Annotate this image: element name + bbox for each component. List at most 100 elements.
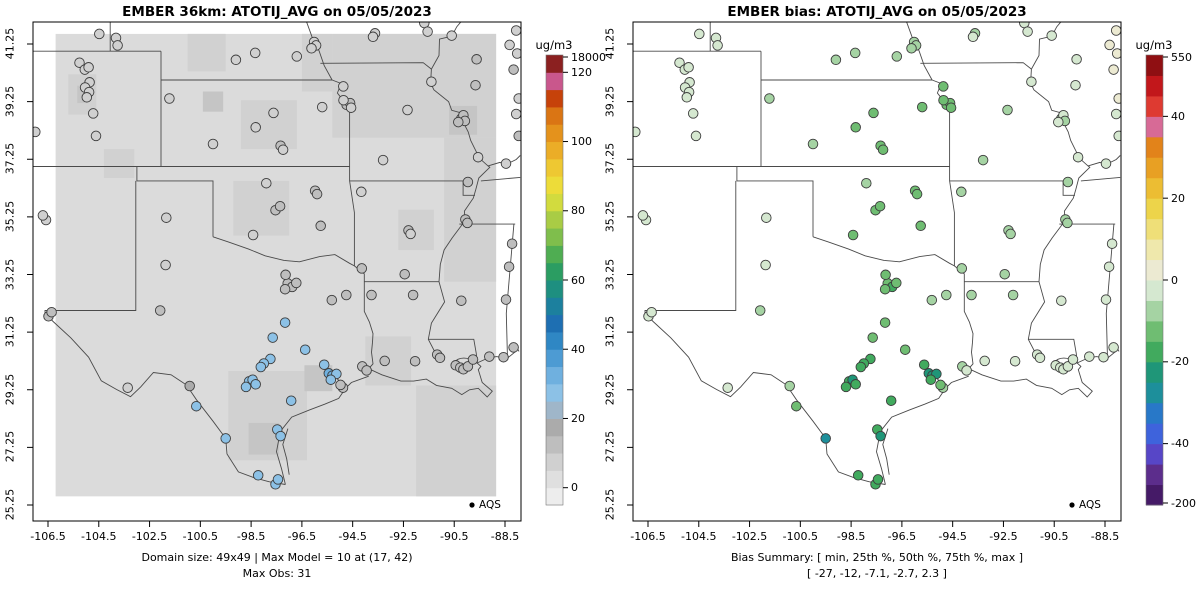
colorbar-segment: [1146, 136, 1163, 158]
station-dot: [500, 294, 512, 305]
station-dot: [935, 379, 946, 391]
station-dot: [1113, 130, 1121, 142]
station-dot: [683, 62, 694, 73]
station-dot: [926, 294, 938, 306]
aqs-legend-label: AQS: [1079, 499, 1101, 511]
station-dot: [513, 130, 521, 142]
colorbar-tick-label: 550: [1171, 50, 1192, 64]
station-dot: [646, 306, 657, 318]
y-axis-tick-label: 31.25: [603, 315, 617, 348]
station-dot: [252, 470, 264, 481]
station-dot: [46, 306, 57, 318]
state-boundary-line: [1122, 20, 1123, 32]
colorbar-segment: [1146, 300, 1163, 322]
station-dot: [240, 381, 252, 393]
station-dot: [467, 354, 479, 365]
station-dot: [1111, 48, 1121, 59]
station-dot: [122, 382, 133, 393]
station-dot: [274, 200, 286, 212]
station-dot: [94, 28, 105, 40]
station-dot: [1113, 93, 1121, 104]
station-dot: [311, 188, 323, 200]
x-axis-tick-label: -106.5: [630, 530, 666, 543]
y-axis-tick-label: 31.25: [3, 315, 17, 348]
y-axis-tick-label: 25.25: [3, 488, 17, 521]
station-dot: [504, 39, 515, 51]
colorbar-segment: [1146, 55, 1163, 76]
station-dot: [847, 229, 859, 241]
station-dot: [1062, 176, 1074, 188]
aqs-legend-dot: [469, 502, 475, 508]
x-axis-tick-label: -96.5: [887, 530, 917, 543]
colorbar-tick-label: 120: [571, 65, 592, 79]
station-dot: [760, 259, 771, 271]
x-axis-tick-label: -104.5: [681, 530, 717, 543]
station-dot: [220, 433, 231, 444]
station-dot: [966, 289, 977, 301]
station-dot: [961, 365, 972, 376]
station-dot: [250, 122, 261, 133]
state-boundary-line: [876, 375, 969, 485]
colorbar-segment: [1146, 218, 1163, 240]
state-boundary-line: [1105, 224, 1115, 359]
station-dot: [470, 79, 481, 91]
station-dot: [325, 374, 337, 385]
colorbar-segment: [1146, 341, 1163, 363]
station-dot: [999, 268, 1010, 280]
colorbar-tick-label: 60: [571, 273, 585, 287]
station-dot: [275, 430, 286, 442]
station-dot: [820, 433, 831, 444]
station-dot: [850, 379, 861, 390]
colorbar-segment: [1146, 320, 1163, 342]
state-boundary-line: [349, 180, 475, 196]
colorbar-tick-label: 20: [571, 411, 585, 425]
x-axis-tick-label: -102.5: [731, 530, 768, 543]
state-boundary-line: [427, 22, 491, 356]
station-dot: [712, 40, 723, 51]
station-dot: [874, 200, 886, 212]
station-dot: [361, 365, 372, 376]
station-dot: [255, 361, 267, 373]
station-dot: [511, 48, 521, 59]
colorbar-segment: [546, 366, 563, 385]
station-dot: [1110, 108, 1121, 120]
state-boundary-line: [906, 22, 933, 81]
station-dot: [306, 43, 317, 54]
station-dot: [849, 47, 861, 59]
station-dot: [977, 154, 989, 166]
station-dot: [633, 126, 641, 138]
station-dot: [1084, 351, 1095, 362]
station-dot: [915, 220, 926, 232]
station-dot: [1005, 228, 1016, 240]
station-dot: [341, 289, 352, 301]
station-dot: [326, 294, 338, 306]
station-dot: [345, 102, 357, 113]
x-axis-tick-label: -98.5: [836, 530, 866, 543]
station-dot: [1100, 294, 1112, 305]
station-dot: [498, 351, 509, 363]
station-dot: [272, 474, 284, 485]
station-dot: [899, 344, 911, 355]
station-dot: [1026, 76, 1037, 87]
colorbar-segment: [546, 487, 563, 506]
state-boundary-line: [320, 62, 432, 70]
station-dot: [1067, 354, 1079, 365]
station-dot: [784, 380, 795, 392]
colorbar-tick-label: 0: [571, 481, 578, 495]
station-dot: [164, 93, 175, 104]
station-dot: [1046, 30, 1057, 41]
model-grid-patch: [202, 91, 224, 112]
colorbar-segment: [546, 210, 563, 229]
model-map-panel: EMBER 36km: ATOTIJ_AVG on 05/05/2023 ug/…: [3, 4, 607, 580]
state-boundary-line: [920, 62, 1032, 70]
station-dot: [956, 186, 967, 198]
y-axis-tick-label: 33.25: [603, 258, 617, 290]
colorbar-segment: [1146, 484, 1163, 506]
colorbar-segment: [546, 245, 563, 264]
colorbar-segment: [546, 470, 563, 489]
model-grid-patch: [187, 33, 226, 72]
colorbar-segment: [1146, 116, 1163, 138]
station-dot: [207, 138, 219, 150]
station-dot: [979, 355, 990, 367]
station-dot: [291, 277, 302, 289]
